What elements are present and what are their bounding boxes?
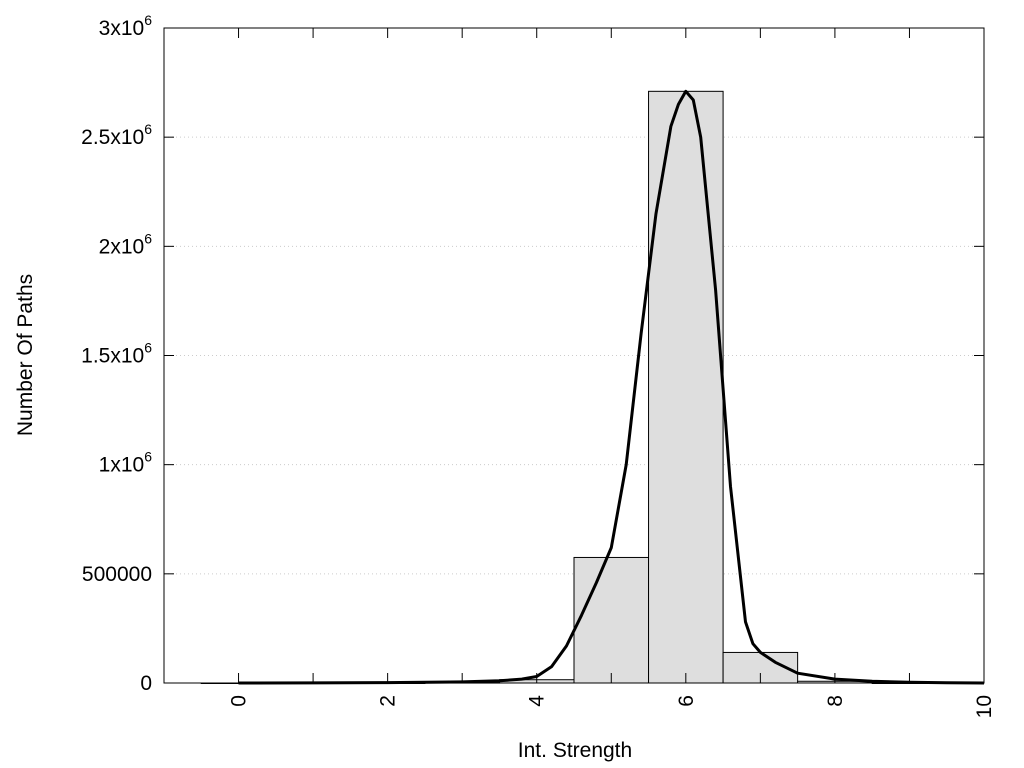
fit-curve-layer <box>238 89 985 685</box>
x-tick-label-10: 10 <box>973 695 996 718</box>
y-tick-label-5: 2.5x106 <box>81 121 152 149</box>
axis-ticks <box>164 27 985 684</box>
y-axis-title: Number Of Paths <box>14 274 37 436</box>
fit-curve <box>238 89 985 685</box>
y-tick-labels: 0 500000 1x106 1.5x106 2x106 2.5x106 3x106 <box>81 12 152 695</box>
x-tick-label-2: 2 <box>377 695 400 707</box>
y-tick-label-1: 500000 <box>82 563 152 586</box>
x-tick-label-8: 8 <box>824 695 847 707</box>
histogram-bars <box>200 90 948 684</box>
x-tick-labels: 0 2 4 6 8 10 <box>228 695 996 719</box>
y-tick-label-4: 2x106 <box>99 230 153 258</box>
y-tick-label-6: 3x106 <box>99 12 153 40</box>
y-tick-label-2: 1x106 <box>99 449 153 477</box>
x-tick-label-0: 0 <box>228 695 251 707</box>
x-axis-title: Int. Strength <box>518 739 632 762</box>
histogram-bar-5 <box>573 556 650 684</box>
histogram-bar-6 <box>648 90 724 684</box>
x-tick-label-4: 4 <box>526 695 549 707</box>
y-tick-label-3: 1.5x106 <box>81 340 152 368</box>
x-tick-label-6: 6 <box>675 695 698 707</box>
grid-lines <box>164 136 984 575</box>
y-tick-label-0: 0 <box>140 672 152 695</box>
